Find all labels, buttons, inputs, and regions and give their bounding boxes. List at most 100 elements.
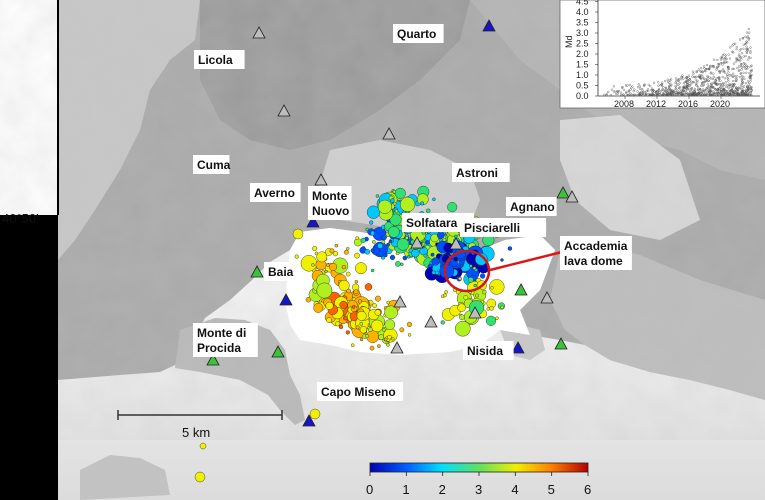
earthquake-epicenter <box>406 321 413 328</box>
inset-scatter-point <box>635 93 639 96</box>
inset-scatter-point <box>641 92 645 95</box>
inset-scatter-point <box>749 80 752 83</box>
inset-scatter-point <box>739 93 742 96</box>
earthquake-epicenter <box>387 226 400 238</box>
earthquake-epicenter <box>392 201 397 206</box>
inset-scatter-point <box>735 86 738 89</box>
earthquake-epicenter <box>370 268 375 273</box>
earthquake-epicenter <box>374 295 381 302</box>
place-label-capo-miseno: Capo Miseno <box>317 382 404 401</box>
place-label-quarto: Quarto <box>393 24 444 43</box>
inset-scatter-point <box>727 78 730 81</box>
accademia-pointer-arrow <box>489 250 563 272</box>
earthquake-epicenter <box>447 202 458 213</box>
inset-scatter-point <box>703 90 706 93</box>
inset-scatter-point <box>742 71 745 74</box>
earthquake-epicenter <box>377 242 383 249</box>
earthquake-epicenter <box>366 205 381 219</box>
inset-scatter-points <box>603 27 753 97</box>
inset-scatter-point <box>626 84 629 87</box>
inset-scatter-point <box>700 92 703 95</box>
station-gray-icon <box>390 341 404 354</box>
inset-scatter-point <box>660 84 664 87</box>
inset-scatter-point <box>681 86 684 89</box>
inset-scatter-point <box>722 81 725 85</box>
earthquake-epicenter <box>469 264 473 268</box>
inset-scatter-point <box>717 64 721 67</box>
place-label-licola: Licola <box>194 50 245 69</box>
inset-scatter-point <box>697 85 700 89</box>
inset-scatter-point <box>746 48 750 51</box>
inset-scatter-point <box>697 92 700 96</box>
earthquake-epicenter <box>325 301 334 310</box>
inset-scatter-point <box>723 89 726 92</box>
station-green-icon <box>556 186 570 199</box>
earthquake-epicenter <box>383 253 388 258</box>
station-green-icon <box>250 265 264 278</box>
inset-scatter-point <box>641 91 644 94</box>
inset-scatter-point <box>749 46 752 49</box>
inset-scatter-point <box>742 85 746 88</box>
inset-scatter-point <box>695 93 698 96</box>
inset-scatter-point <box>720 55 724 59</box>
place-label-text: Astroni <box>456 166 498 180</box>
earthquake-epicenter <box>474 252 488 266</box>
inset-scatter-point <box>637 83 640 86</box>
earthquake-epicenter <box>312 245 318 251</box>
station-gray-icon <box>565 190 579 203</box>
inset-scatter-point <box>702 77 706 80</box>
inset-scatter-point <box>649 85 652 88</box>
inset-scatter-point <box>740 51 743 55</box>
inset-x-ticks: 2008 2012 2016 2020 <box>614 96 730 109</box>
earthquake-epicenter <box>396 238 410 251</box>
inset-scatter-point <box>674 77 678 80</box>
earthquake-epicenter <box>386 342 390 347</box>
place-label-box <box>193 155 230 174</box>
inset-scatter-point <box>721 63 724 66</box>
inset-scatter-point <box>730 88 734 92</box>
inset-scatter-point <box>749 74 752 78</box>
earthquake-epicenter <box>370 230 376 236</box>
earthquake-epicenter <box>426 208 431 214</box>
inset-scatter-point <box>744 42 747 46</box>
inset-scatter-point <box>645 92 648 95</box>
inset-scatter-point <box>727 53 730 56</box>
inset-scatter-point <box>629 93 632 97</box>
inset-scatter-point <box>686 79 689 82</box>
earthquake-epicenter <box>355 236 360 240</box>
inset-scatter-point <box>669 88 673 92</box>
inset-scatter-point <box>723 77 726 80</box>
inset-scatter-point <box>701 88 705 91</box>
inset-scatter-point <box>677 83 680 86</box>
inset-scatter-point <box>696 79 699 82</box>
inset-scatter-point <box>731 72 735 75</box>
inset-scatter-point <box>643 90 646 94</box>
inset-scatter-point <box>632 93 635 97</box>
earthquake-epicenter <box>387 335 392 340</box>
inset-scatter-point <box>695 70 698 74</box>
earthquake-epicenter <box>359 321 364 326</box>
inset-y-tick-label: 3.0 <box>576 28 589 38</box>
inset-scatter-point <box>722 84 725 87</box>
inset-scatter-point <box>719 79 722 82</box>
inset-scatter-point <box>628 83 631 87</box>
inset-scatter-point <box>666 93 669 96</box>
inset-scatter-point <box>652 81 656 84</box>
inset-scatter-point <box>709 77 713 80</box>
inset-scatter-point <box>705 67 709 71</box>
inset-scatter-point <box>673 93 676 96</box>
earthquake-epicenter <box>389 213 402 226</box>
inset-scatter-point <box>622 93 625 96</box>
earthquake-epicenter <box>485 315 497 326</box>
inset-scatter-point <box>699 70 702 73</box>
inset-scatter-point <box>745 45 748 48</box>
inset-scatter-point <box>748 71 751 75</box>
inset-scatter-point <box>665 93 668 97</box>
earthquake-epicenter <box>507 246 513 251</box>
inset-scatter-point <box>675 90 678 93</box>
earthquake-epicenter <box>432 197 436 202</box>
colorbar-tick-label: 2 <box>439 482 446 497</box>
earthquake-epicenter <box>459 314 465 321</box>
